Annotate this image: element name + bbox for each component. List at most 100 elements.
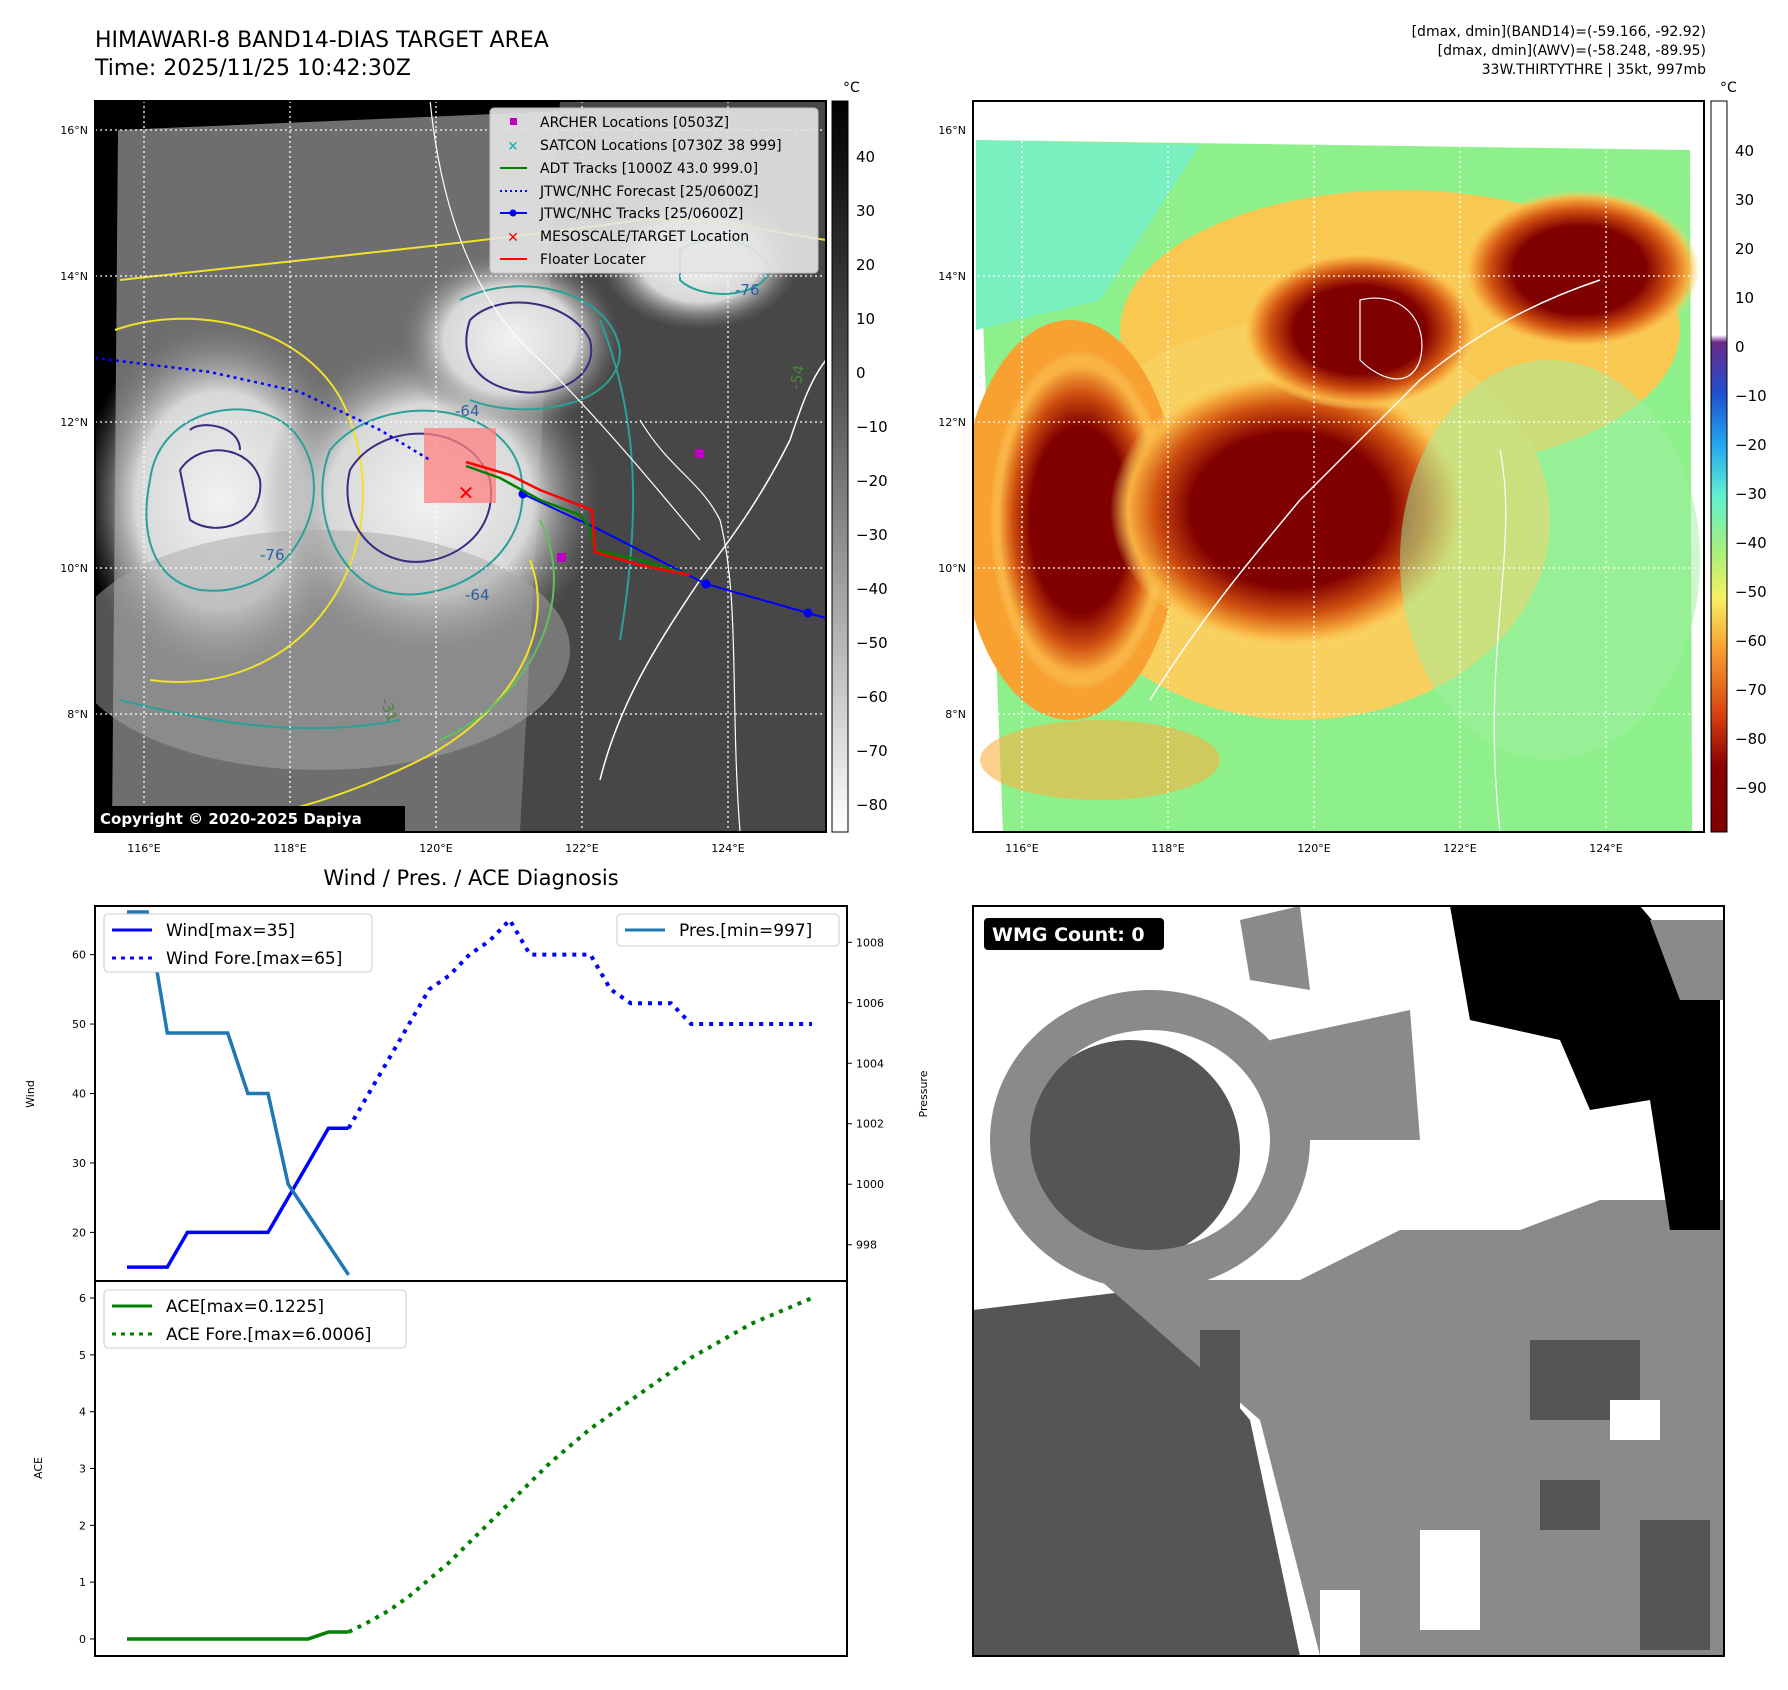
ace-yticks: 0 1 2 3 4 5 6 (79, 1292, 95, 1646)
ace-ylabel: ACE (32, 1457, 45, 1479)
right-map-frame (972, 100, 1705, 833)
svg-text:−50: −50 (1735, 583, 1767, 601)
svg-text:ACE Fore.[max=6.0006]: ACE Fore.[max=6.0006] (166, 1325, 371, 1345)
pressure-ylabel: Pressure (917, 1070, 930, 1117)
y-tick-label: 1008 (856, 936, 884, 949)
svg-text:20: 20 (1735, 240, 1754, 258)
wmg-count-box (984, 918, 1164, 950)
svg-text:°C: °C (843, 80, 860, 96)
svg-text:−70: −70 (1735, 681, 1767, 699)
y-tick-label: 5 (79, 1349, 86, 1362)
svg-text:−40: −40 (856, 580, 888, 598)
contour-label: -76 (735, 281, 760, 299)
series-line-1 (346, 916, 812, 1130)
jtwc-track-point (803, 608, 813, 618)
svg-text:−20: −20 (856, 472, 888, 490)
y-tick-label: 2 (79, 1519, 86, 1532)
svg-text:14°N: 14°N (938, 270, 966, 283)
y-tick-label: 4 (79, 1406, 86, 1419)
svg-text:−50: −50 (856, 634, 888, 652)
right-colorbar: °C 40 30 20 10 0 −10 −20 −30 −40 −50 −60… (1710, 80, 1767, 833)
wmg-panel (973, 906, 1724, 1656)
svg-text:Wind Fore.[max=65]: Wind Fore.[max=65] (166, 949, 342, 969)
archer-marker (557, 553, 566, 562)
wmg-count-label: WMG Count: 0 (992, 924, 1145, 946)
svg-text:✕: ✕ (507, 230, 519, 246)
svg-text:−30: −30 (856, 526, 888, 544)
svg-text:16°N: 16°N (60, 124, 88, 137)
floater-box (424, 428, 496, 503)
floater-locater-track (465, 460, 691, 577)
wind-legend: Wind[max=35] Wind Fore.[max=65] (103, 913, 373, 973)
y-tick-label: 1006 (856, 997, 884, 1010)
y-tick-label: 1 (79, 1576, 86, 1589)
svg-text:118°E: 118°E (1151, 842, 1184, 855)
svg-text:−20: −20 (1735, 436, 1767, 454)
left-colorbar: °C 40 30 20 10 0 −10 −20 −30 −40 −50 −60… (831, 80, 888, 833)
info-line-1: [dmax, dmin](BAND14)=(-59.166, -92.92) (1411, 24, 1706, 40)
svg-text:8°N: 8°N (67, 708, 88, 721)
svg-text:ARCHER Locations [0503Z]: ARCHER Locations [0503Z] (540, 115, 729, 131)
right-map-lon-ticks: 116°E 118°E 120°E 122°E 124°E (1005, 842, 1622, 855)
svg-text:Wind[max=35]: Wind[max=35] (166, 921, 295, 941)
svg-text:16°N: 16°N (938, 124, 966, 137)
svg-text:124°E: 124°E (1589, 842, 1622, 855)
y-tick-label: 50 (72, 1018, 86, 1031)
svg-text:12°N: 12°N (60, 416, 88, 429)
svg-text:30: 30 (1735, 191, 1754, 209)
adt-track (465, 464, 691, 577)
contour-label: -64 (455, 402, 480, 420)
y-tick-label: 0 (79, 1633, 86, 1646)
svg-text:JTWC/NHC Forecast [25/0600Z]: JTWC/NHC Forecast [25/0600Z] (539, 184, 759, 200)
contour-label: -76 (260, 546, 285, 564)
svg-text:122°E: 122°E (565, 842, 598, 855)
diagnosis-title: Wind / Pres. / ACE Diagnosis (323, 866, 618, 890)
svg-text:10°N: 10°N (60, 562, 88, 575)
wmg-frame (972, 905, 1725, 1657)
y-tick-label: 6 (79, 1292, 86, 1305)
svg-text:SATCON Locations [0730Z 38 999: SATCON Locations [0730Z 38 999] (540, 138, 782, 154)
series-line-1 (347, 1296, 813, 1634)
svg-text:40: 40 (1735, 142, 1754, 160)
svg-text:Pres.[min=997]: Pres.[min=997] (679, 921, 812, 941)
pressure-legend: Pres.[min=997] (616, 913, 840, 947)
svg-text:−80: −80 (1735, 730, 1767, 748)
svg-text:ADT Tracks [1000Z 43.0 999.0]: ADT Tracks [1000Z 43.0 999.0] (540, 161, 758, 177)
svg-text:°C: °C (1720, 80, 1737, 96)
info-line-2: [dmax, dmin](AWV)=(-58.248, -89.95) (1437, 43, 1706, 59)
svg-text:JTWC/NHC Tracks [25/0600Z]: JTWC/NHC Tracks [25/0600Z] (539, 206, 743, 222)
contour-label: -54 (786, 363, 808, 390)
svg-text:10°N: 10°N (938, 562, 966, 575)
svg-text:−70: −70 (856, 742, 888, 760)
svg-text:40: 40 (856, 148, 875, 166)
svg-text:20: 20 (856, 256, 875, 274)
wind-ylabel: Wind (24, 1080, 37, 1108)
svg-text:120°E: 120°E (419, 842, 452, 855)
contour-label: -64 (465, 586, 490, 604)
svg-text:116°E: 116°E (127, 842, 160, 855)
y-tick-label: 1002 (856, 1118, 884, 1131)
svg-text:−60: −60 (1735, 632, 1767, 650)
svg-text:122°E: 122°E (1443, 842, 1476, 855)
left-map-lat-ticks: 16°N 14°N 12°N 10°N 8°N (60, 124, 88, 721)
jtwc-forecast-track (95, 356, 431, 462)
series-line-0 (127, 1630, 349, 1641)
y-tick-label: 20 (72, 1226, 86, 1239)
svg-text:120°E: 120°E (1297, 842, 1330, 855)
svg-text:10: 10 (1735, 289, 1754, 307)
chart-time: Time: 2025/11/25 10:42:30Z (95, 56, 411, 81)
svg-text:MESOSCALE/TARGET Location: MESOSCALE/TARGET Location (540, 229, 749, 245)
svg-text:30: 30 (856, 202, 875, 220)
svg-text:−10: −10 (1735, 387, 1767, 405)
left-map-frame (94, 100, 827, 833)
ace-series (127, 1296, 813, 1641)
svg-text:10: 10 (856, 310, 875, 328)
wind-yticks: 20 30 40 50 60 (72, 949, 95, 1239)
svg-text:×: × (508, 139, 519, 154)
svg-text:14°N: 14°N (60, 270, 88, 283)
jtwc-track-point (701, 579, 711, 589)
chart-title: HIMAWARI-8 BAND14-DIAS TARGET AREA (95, 28, 549, 53)
y-tick-label: 40 (72, 1088, 86, 1101)
svg-text:−60: −60 (856, 688, 888, 706)
